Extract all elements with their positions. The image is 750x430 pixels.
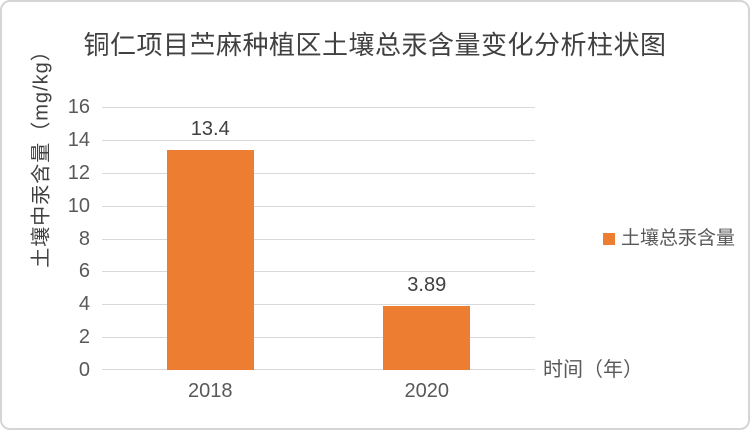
legend-label: 土壤总汞含量 bbox=[621, 228, 736, 249]
y-tick-label: 8 bbox=[78, 227, 90, 250]
y-tick-label: 14 bbox=[67, 128, 90, 151]
y-tick-label: 0 bbox=[78, 359, 90, 381]
x-category-label: 2018 bbox=[188, 380, 233, 402]
bar-value-label: 13.4 bbox=[190, 118, 230, 140]
legend-swatch-icon bbox=[603, 233, 615, 245]
bar-value-label: 3.89 bbox=[407, 274, 447, 296]
y-tick-label: 12 bbox=[67, 161, 90, 184]
gridline bbox=[102, 337, 535, 339]
x-category-label: 2020 bbox=[404, 380, 450, 402]
gridline bbox=[102, 172, 535, 174]
y-tick-label: 2 bbox=[78, 326, 90, 349]
y-tick-label: 4 bbox=[78, 293, 90, 316]
bar bbox=[383, 306, 471, 370]
legend: 土壤总汞含量 bbox=[603, 228, 735, 250]
chart-title: 铜仁项目苎麻种植区土壤总汞含量变化分析柱状图 bbox=[83, 30, 667, 60]
y-tick-label: 10 bbox=[67, 194, 90, 217]
gridline bbox=[102, 205, 535, 207]
gridline bbox=[102, 139, 535, 141]
x-axis-title: 时间（年） bbox=[543, 359, 643, 381]
gridline bbox=[102, 238, 535, 240]
plot-area bbox=[102, 107, 535, 370]
gridline bbox=[102, 107, 535, 108]
gridline bbox=[102, 369, 535, 370]
y-tick-label: 6 bbox=[78, 260, 90, 283]
y-tick-label: 16 bbox=[67, 96, 90, 118]
gridline bbox=[102, 304, 535, 306]
bar bbox=[166, 150, 254, 370]
gridline bbox=[102, 271, 535, 273]
